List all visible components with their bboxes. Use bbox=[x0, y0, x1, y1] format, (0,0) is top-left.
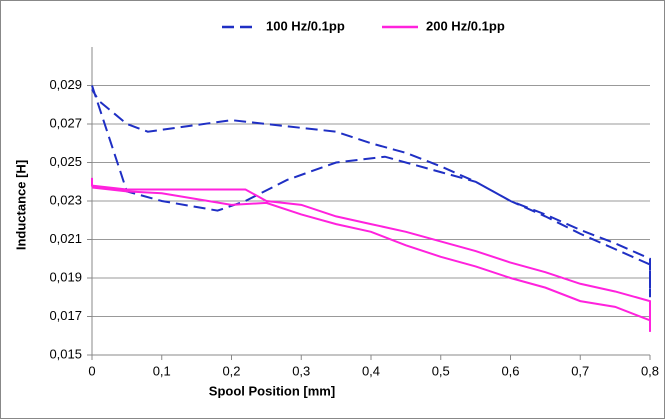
y-tick-label: 0,017 bbox=[49, 308, 82, 323]
x-tick-label: 0,6 bbox=[501, 363, 519, 378]
y-tick-label: 0,023 bbox=[49, 192, 82, 207]
x-tick-label: 0,7 bbox=[571, 363, 589, 378]
y-tick-label: 0,027 bbox=[49, 115, 82, 130]
x-tick-label: 0,3 bbox=[292, 363, 310, 378]
x-tick-label: 0 bbox=[88, 363, 95, 378]
x-tick-label: 0,5 bbox=[432, 363, 450, 378]
x-tick-label: 0,2 bbox=[222, 363, 240, 378]
legend-label: 100 Hz/0.1pp bbox=[266, 18, 345, 33]
y-tick-label: 0,029 bbox=[49, 77, 82, 92]
y-tick-label: 0,019 bbox=[49, 269, 82, 284]
y-axis-label: Inductance [H] bbox=[13, 160, 28, 250]
y-tick-label: 0,025 bbox=[49, 154, 82, 169]
y-tick-label: 0,021 bbox=[49, 231, 82, 246]
series-line bbox=[91, 85, 651, 298]
x-tick-label: 0,1 bbox=[153, 363, 171, 378]
x-axis-label: Spool Position [mm] bbox=[209, 383, 335, 398]
legend-label: 200 Hz/0.1pp bbox=[426, 18, 505, 33]
x-tick-label: 0,8 bbox=[641, 363, 659, 378]
series-line bbox=[91, 177, 651, 332]
y-tick-label: 0,015 bbox=[49, 346, 82, 361]
x-tick-label: 0,4 bbox=[362, 363, 380, 378]
